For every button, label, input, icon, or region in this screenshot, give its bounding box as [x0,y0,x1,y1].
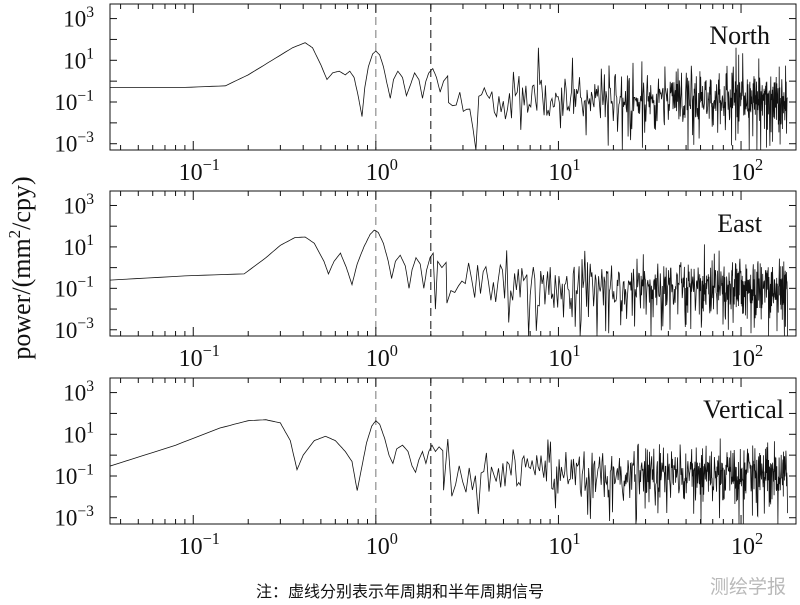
x-tick-label: 102 [731,341,763,372]
y-tick-label: 10−3 [54,129,94,157]
y-tick-label: 103 [63,4,94,32]
spectrum-line [110,419,788,524]
panel-frame [109,377,797,525]
y-tick-label: 10−1 [54,274,94,302]
panel-label: Vertical [703,395,784,424]
panel-frame [109,3,797,151]
panel-label: East [717,209,763,238]
panel-frame [109,190,797,337]
x-tick-label: 10−1 [179,529,220,560]
panel-label: North [709,21,770,50]
x-tick-label: 102 [731,529,763,560]
y-tick-label: 103 [63,191,94,219]
y-axis-label: power/(mm2/cpy) [5,176,36,359]
y-tick-label: 101 [63,232,94,260]
x-tick-label: 10−1 [179,341,220,372]
x-tick-label: 100 [366,155,398,186]
y-tick-label: 10−3 [54,315,94,343]
panel-east: 10−1 100 101 102 103 101 10−1 10−3 East [54,190,797,372]
y-tick-label: 101 [63,46,94,74]
panel-vertical: 10−1 100 101 102 103 101 10−1 10−3 Vertical [54,377,797,560]
x-tick-label: 101 [548,155,580,186]
y-tick-label: 10−1 [54,87,94,115]
y-tick-label: 10−1 [54,461,94,489]
spectrum-line [110,229,788,336]
y-tick-label: 10−3 [54,503,94,531]
figure-caption: 注：虚线分别表示年周期和半年周期信号 [255,582,544,601]
y-tick-label: 103 [63,378,94,406]
x-tick-label: 102 [731,155,763,186]
x-tick-label: 101 [548,529,580,560]
spectrum-line [110,42,788,150]
x-tick-label: 100 [366,341,398,372]
panel-north: 10−1 100 101 102 103 101 10−1 10−3 North [54,3,797,186]
x-tick-label: 101 [548,341,580,372]
x-tick-label: 10−1 [179,155,220,186]
y-tick-label: 101 [63,420,94,448]
journal-watermark: 测绘学报 [709,576,786,598]
x-tick-label: 100 [366,529,398,560]
